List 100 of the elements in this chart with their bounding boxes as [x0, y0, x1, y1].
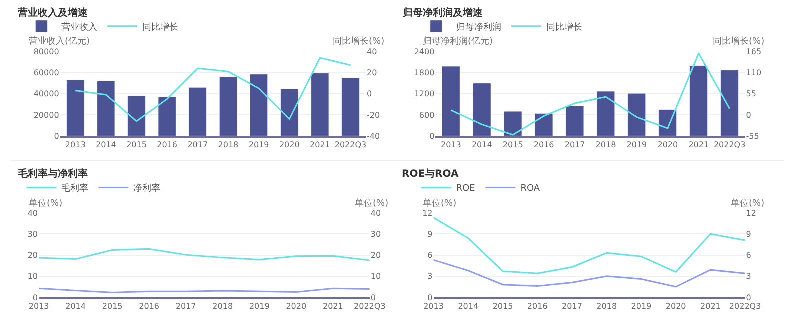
line-series — [74, 57, 352, 122]
line-series — [39, 248, 370, 262]
x-tick-label: 2021 — [310, 140, 330, 150]
x-tick-label: 2019 — [631, 302, 652, 311]
x-tick-label: 2021 — [700, 302, 721, 311]
x-tick-label: 2014 — [472, 140, 492, 150]
y-tick-label: 40000 — [34, 90, 60, 99]
y-axis-title: 单位(%) — [423, 198, 457, 209]
x-tick-label: 2018 — [212, 302, 234, 311]
x-tick-label: 2017 — [176, 302, 196, 311]
y-tick-label: 30 — [28, 230, 38, 239]
y-tick-label: 1200 — [414, 90, 435, 99]
x-tick-label: 2016 — [139, 302, 160, 311]
y-tick-label: 20000 — [34, 110, 60, 120]
line-series — [450, 52, 731, 136]
x-tick-label: 2014 — [458, 302, 479, 311]
y2-tick-label: -55 — [746, 132, 760, 141]
x-tick-label: 2021 — [322, 302, 344, 311]
y-tick-label: 20 — [28, 251, 38, 260]
y-axis-title: 单位(%) — [29, 198, 63, 209]
x-tick-label: 2017 — [188, 140, 208, 150]
x-tick-label: 2018 — [596, 140, 616, 150]
x-tick-label: 2015 — [492, 302, 514, 311]
y-tick-label: 0 — [428, 293, 433, 302]
y2-tick-label: 10 — [370, 272, 382, 282]
y-tick-label: 3 — [428, 272, 433, 282]
y2-tick-label: 110 — [746, 68, 762, 78]
y2-tick-label: 3 — [746, 272, 752, 282]
y-tick-label: 0 — [54, 132, 60, 141]
y-tick-label: 6 — [428, 251, 433, 260]
legend-label: 同比增长 — [142, 22, 179, 33]
y2-axis-title: 同比增长(%) — [333, 36, 385, 47]
y-axis-title: 营业收入(亿元) — [29, 36, 90, 47]
x-tick-label: 2014 — [66, 302, 86, 311]
y-tick-label: 10 — [28, 272, 38, 282]
x-tick-label: 2022Q3 — [334, 140, 367, 150]
x-tick-label: 2018 — [596, 302, 618, 311]
x-tick-label: 2020 — [666, 302, 686, 311]
y-axis-title: 归母净利润(亿元) — [423, 36, 494, 47]
legend-label: 归母净利润 — [456, 22, 502, 33]
x-tick-label: 2022Q3 — [354, 302, 386, 311]
legend-label: 毛利率 — [62, 183, 89, 194]
y-tick-label: 40 — [28, 208, 38, 218]
x-tick-label: 2019 — [626, 140, 648, 150]
line-series — [434, 217, 746, 274]
y2-tick-label: 20 — [370, 251, 382, 260]
y2-tick-label: -20 — [367, 110, 380, 120]
y-tick-label: 1800 — [414, 68, 435, 78]
x-tick-label: 2015 — [102, 302, 123, 311]
y2-tick-label: 30 — [370, 230, 382, 239]
y-tick-label: 600 — [419, 110, 435, 120]
y2-tick-label: 40 — [370, 208, 382, 218]
y2-tick-label: 55 — [746, 90, 756, 99]
x-tick-label: 2013 — [65, 140, 86, 150]
y-tick-label: 0 — [32, 293, 38, 302]
y2-tick-label: 6 — [746, 251, 752, 260]
y2-tick-label: 0 — [746, 110, 752, 120]
x-tick-label: 2020 — [279, 140, 300, 150]
y2-tick-label: 0 — [370, 293, 376, 302]
line-series — [434, 259, 746, 288]
x-tick-label: 2017 — [562, 302, 582, 311]
x-tick-label: 2019 — [249, 302, 270, 311]
chart-title: ROE与ROA — [402, 168, 459, 180]
y2-axis-title: 单位(%) — [355, 198, 389, 209]
legend-label: 营业收入 — [62, 22, 98, 33]
y-tick-label: 9 — [428, 230, 433, 239]
x-tick-label: 2016 — [157, 140, 178, 150]
y2-tick-label: 40 — [367, 47, 378, 56]
x-tick-label: 2013 — [28, 302, 50, 311]
y2-axis-title: 单位(%) — [731, 198, 765, 209]
chart-title: 归母净利润及增速 — [402, 7, 484, 19]
x-tick-label: 2022Q3 — [729, 302, 762, 311]
y2-tick-label: 9 — [746, 230, 752, 239]
chart-title: 毛利率与净利率 — [17, 168, 88, 180]
x-tick-label: 2020 — [286, 302, 307, 311]
y-tick-label: 2400 — [414, 47, 435, 56]
x-tick-label: 2013 — [441, 140, 462, 150]
x-tick-label: 2015 — [502, 140, 524, 150]
y-tick-label: 60000 — [34, 68, 60, 78]
y2-tick-label: 0 — [367, 90, 372, 99]
y2-tick-label: 0 — [746, 293, 752, 302]
y2-tick-label: 20 — [367, 68, 378, 78]
y-tick-label: 12 — [422, 208, 433, 218]
x-tick-label: 2014 — [96, 140, 116, 150]
legend-label: ROE — [456, 184, 476, 194]
y2-axis-title: 同比增长(%) — [713, 36, 765, 47]
x-tick-label: 2013 — [424, 302, 444, 311]
x-tick-label: 2019 — [248, 140, 270, 150]
y2-tick-label: -40 — [367, 132, 380, 141]
y2-tick-label: 165 — [746, 47, 762, 56]
x-tick-label: 2017 — [564, 140, 586, 150]
x-tick-label: 2020 — [658, 140, 678, 150]
x-tick-label: 2016 — [534, 140, 554, 150]
x-tick-label: 2022Q3 — [714, 140, 746, 150]
chart-title: 营业收入及增速 — [17, 7, 89, 19]
x-tick-label: 2015 — [126, 140, 147, 150]
y2-tick-label: 12 — [746, 208, 756, 218]
y-tick-label: 0 — [430, 132, 435, 141]
legend-label: 净利率 — [134, 183, 161, 194]
y-tick-label: 80000 — [34, 47, 60, 56]
